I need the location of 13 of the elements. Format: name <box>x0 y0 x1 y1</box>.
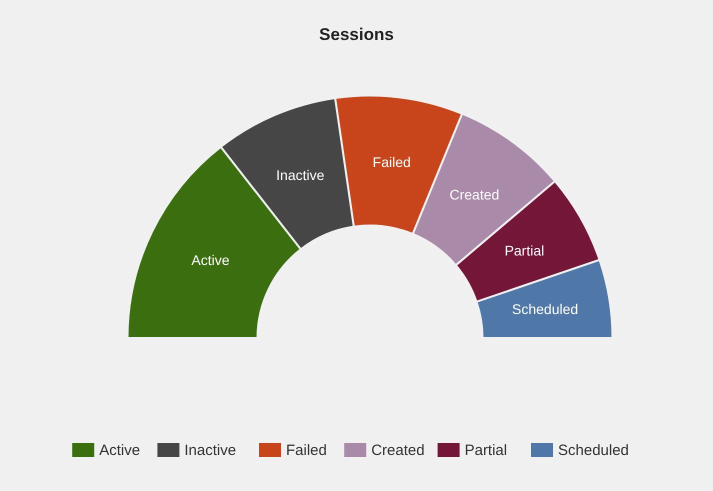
slice-label: Created <box>449 186 500 202</box>
chart-title: Sessions <box>319 25 394 44</box>
slice-label: Partial <box>504 242 544 258</box>
legend-label: Inactive <box>184 442 236 459</box>
legend-label: Failed <box>286 442 327 459</box>
legend-label: Scheduled <box>558 442 629 459</box>
slice-label: Inactive <box>276 166 325 183</box>
slice-label: Failed <box>372 154 411 170</box>
legend-label: Created <box>371 442 425 459</box>
slice-label: Scheduled <box>512 301 578 317</box>
legend-label: Active <box>99 442 140 459</box>
slice-label: Active <box>191 252 230 268</box>
legend-label: Partial <box>464 442 508 459</box>
